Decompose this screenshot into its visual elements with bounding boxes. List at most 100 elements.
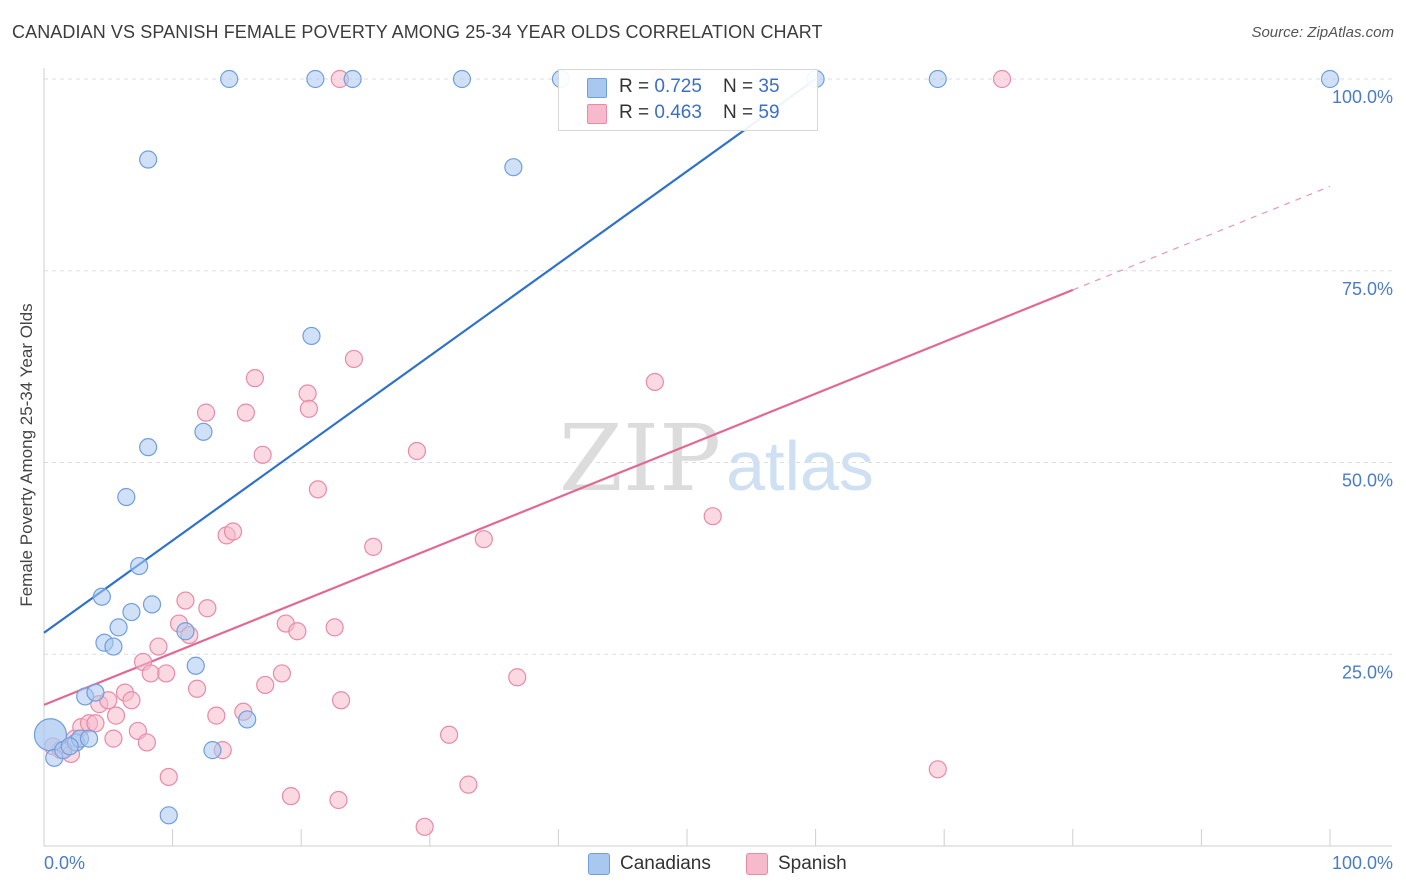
- point-canadians: [203, 741, 222, 760]
- point-spanish: [187, 679, 207, 698]
- legend-n-value: 59: [758, 102, 780, 123]
- legend-r-label: R =: [619, 102, 655, 123]
- point-canadians: [139, 150, 158, 169]
- trend-lines: [43, 78, 1331, 706]
- point-canadians: [122, 602, 141, 622]
- point-spanish: [281, 787, 301, 806]
- point-spanish: [104, 729, 123, 748]
- tick-labels: 25.0% 50.0% 75.0% 100.0% 0.0% 100.0%: [44, 87, 1393, 873]
- point-canadians: [186, 656, 205, 675]
- point-spanish: [245, 369, 265, 388]
- point-canadians: [306, 69, 325, 89]
- point-spanish: [299, 399, 319, 418]
- trend-line-spanish: [43, 288, 1074, 706]
- point-canadians: [104, 637, 123, 656]
- point-spanish: [253, 445, 272, 464]
- point-spanish: [508, 668, 527, 687]
- bottom-swatch-spanish: [746, 853, 768, 875]
- point-canadians: [238, 710, 257, 729]
- point-canadians: [1320, 69, 1340, 89]
- point-spanish: [141, 664, 160, 683]
- point-canadians: [60, 737, 79, 756]
- x-tick-label: 100.0%: [1332, 853, 1393, 873]
- x-tick-label: 0.0%: [44, 853, 85, 873]
- y-tick-label: 50.0%: [1342, 471, 1393, 491]
- point-spanish: [198, 599, 217, 618]
- point-spanish: [298, 384, 317, 403]
- point-canadians: [109, 618, 128, 637]
- y-tick-label: 75.0%: [1342, 279, 1393, 299]
- watermark-atlas: atlas: [726, 427, 874, 505]
- legend-n-label: N =: [723, 76, 759, 97]
- trend-line-canadians: [43, 78, 817, 634]
- point-spanish: [122, 691, 141, 710]
- point-canadians: [139, 438, 158, 457]
- legend-text-spanish: R = 0.463 N = 59: [619, 102, 780, 124]
- source-credit: Source: ZipAtlas.com: [1251, 24, 1394, 41]
- legend-n-label: N =: [723, 102, 759, 123]
- point-canadians: [86, 683, 105, 702]
- point-spanish: [415, 817, 434, 836]
- legend-swatch-canadians: [587, 78, 607, 98]
- point-canadians: [343, 69, 362, 89]
- legend-r-value: 0.725: [654, 76, 702, 97]
- point-spanish: [272, 664, 292, 683]
- point-canadians: [504, 158, 523, 177]
- point-spanish: [157, 664, 176, 683]
- point-canadians: [142, 595, 162, 614]
- point-spanish: [331, 691, 351, 710]
- point-spanish: [149, 637, 168, 656]
- point-spanish: [703, 507, 722, 526]
- chart-title: CANADIAN VS SPANISH FEMALE POVERTY AMONG…: [12, 22, 823, 42]
- point-spanish: [407, 441, 427, 461]
- point-spanish: [106, 706, 126, 725]
- point-spanish: [308, 480, 328, 499]
- point-canadians: [159, 806, 178, 825]
- point-spanish: [223, 522, 243, 541]
- bottom-legend-label: Spanish: [778, 853, 847, 874]
- point-spanish: [364, 537, 383, 556]
- point-spanish: [236, 403, 256, 422]
- legend-r-label: R =: [619, 76, 655, 97]
- point-canadians: [130, 556, 149, 576]
- point-spanish: [86, 714, 105, 733]
- point-spanish: [329, 790, 348, 810]
- point-canadians: [452, 69, 472, 89]
- point-canadians: [176, 622, 195, 641]
- grid-lines: [44, 78, 1392, 655]
- trend-line-spanish-extrapolated: [1072, 185, 1331, 291]
- y-tick-label: 25.0%: [1342, 662, 1393, 682]
- point-canadians: [220, 69, 239, 89]
- point-spanish: [344, 349, 364, 369]
- point-spanish: [288, 622, 307, 641]
- watermark-zip: ZIP: [559, 405, 721, 512]
- legend-n-value: 35: [758, 76, 780, 97]
- point-spanish: [459, 775, 478, 794]
- point-spanish: [645, 372, 664, 392]
- point-canadians: [194, 422, 213, 441]
- point-spanish: [256, 675, 275, 695]
- point-canadians: [79, 729, 99, 748]
- point-spanish: [196, 403, 216, 422]
- legend-swatch-spanish: [587, 104, 607, 124]
- point-spanish: [159, 767, 178, 787]
- correlation-legend: R = 0.725 N = 35 R = 0.463 N = 59: [558, 69, 818, 131]
- point-spanish: [176, 591, 195, 610]
- point-spanish: [325, 618, 344, 637]
- y-tick-label: 100.0%: [1332, 87, 1393, 107]
- legend-r-value: 0.463: [654, 102, 702, 123]
- point-spanish: [992, 69, 1012, 89]
- legend-text-canadians: R = 0.725 N = 35: [619, 76, 780, 98]
- point-canadians: [92, 587, 111, 606]
- watermark: ZIP atlas: [559, 405, 874, 512]
- point-spanish: [474, 530, 493, 549]
- point-spanish: [928, 760, 947, 779]
- point-spanish: [439, 725, 459, 744]
- bottom-swatch-canadians: [588, 853, 610, 875]
- bottom-legend-label: Canadians: [620, 853, 711, 874]
- point-spanish: [207, 706, 226, 725]
- point-canadians: [928, 69, 947, 89]
- point-canadians: [302, 326, 321, 346]
- point-canadians: [117, 487, 136, 507]
